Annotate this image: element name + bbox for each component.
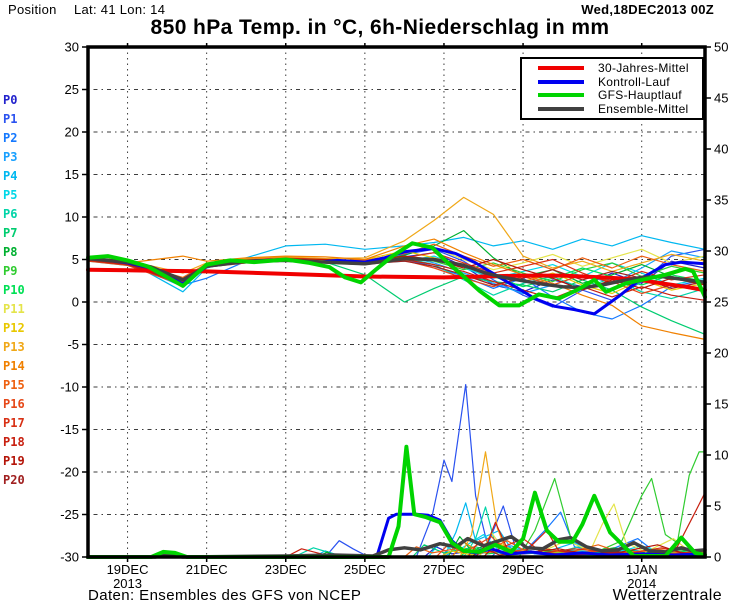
member-label-P6: P6	[3, 207, 18, 221]
legend-item-0: 30-Jahres-Mittel	[522, 60, 702, 75]
y-right-tick-label: 40	[714, 142, 728, 157]
y-right-tick-label: 50	[714, 40, 728, 55]
member-label-P5: P5	[3, 188, 18, 202]
precip-member-P13-line	[87, 451, 706, 558]
member-label-P17: P17	[3, 416, 25, 430]
position-coords: Lat: 41 Lon: 14	[74, 2, 166, 17]
member-label-P11: P11	[3, 302, 25, 316]
legend-line-swatch	[538, 107, 584, 112]
run-datetime: Wed,18DEC2013 00Z	[581, 2, 714, 17]
legend-label: GFS-Hauptlauf	[598, 88, 682, 103]
chart-title: 850 hPa Temp. in °C, 6h-Niederschlag in …	[150, 16, 610, 39]
chart-legend: 30-Jahres-Mittel Kontroll-Lauf GFS-Hauptla…	[520, 57, 704, 120]
x-tick-label: 29DEC	[502, 562, 544, 577]
y-left-tick-label: 5	[72, 252, 79, 267]
member-label-P9: P9	[3, 264, 18, 278]
y-left-tick-label: 30	[65, 40, 79, 55]
precip-member-P11-line	[87, 503, 706, 558]
brand-text: Wetterzentrale	[612, 587, 722, 604]
y-left-tick-label: -20	[60, 465, 79, 480]
legend-item-2: GFS-Hauptlauf	[522, 88, 702, 103]
axes: -30 -25 -20 -15 -10 -5 0 5 10 15 20 25 30 0 5 10 15 20 25 3…	[60, 40, 728, 592]
x-tick-label: 25DEC	[344, 562, 386, 577]
x-tick-label: 27DEC	[423, 562, 465, 577]
precip-GFS-Hauptlauf-line	[86, 444, 707, 559]
y-left-tick-label: 0	[72, 295, 79, 310]
y-right-tick-label: 5	[714, 499, 721, 514]
y-right-tick-label: 25	[714, 295, 728, 310]
temp-member-P14-line	[87, 238, 706, 340]
ensemble-members-list: P0 P1 P2 P3 P4 P5 P6 P7 P8 P9 P10 P11 P12 P13 P14 P15 P1…	[3, 91, 25, 490]
y-right-tick-label: 15	[714, 397, 728, 412]
y-left-tick-label: -30	[60, 550, 79, 565]
member-label-P7: P7	[3, 226, 18, 240]
member-label-P8: P8	[3, 245, 18, 259]
y-left-tick-label: -5	[67, 337, 79, 352]
member-label-P10: P10	[3, 283, 25, 297]
x-tick-label: 1JAN	[626, 562, 658, 577]
x-tick-sublabel: 2013	[113, 576, 142, 591]
precip-member-P9-line	[87, 451, 706, 558]
legend-item-3: Ensemble-Mittel	[522, 102, 702, 117]
member-label-P15: P15	[3, 378, 25, 392]
temp-GFS-Hauptlauf-line	[86, 241, 707, 308]
member-label-P12: P12	[3, 321, 25, 335]
y-left-tick-label: 10	[65, 210, 79, 225]
y-left-tick-label: -10	[60, 380, 79, 395]
member-label-P2: P2	[3, 131, 18, 145]
y-left-tick-label: -15	[60, 422, 79, 437]
y-right-tick-label: 0	[714, 550, 721, 565]
y-right-tick-label: 10	[714, 448, 728, 463]
y-left-tick-label: 20	[65, 125, 79, 140]
legend-label: Kontroll-Lauf	[598, 74, 670, 89]
y-right-tick-label: 30	[714, 244, 728, 259]
member-label-P19: P19	[3, 454, 25, 468]
member-label-P18: P18	[3, 435, 25, 449]
legend-line-swatch	[538, 79, 584, 84]
legend-label: 30-Jahres-Mittel	[598, 60, 689, 75]
legend-item-1: Kontroll-Lauf	[522, 74, 702, 89]
legend-label: Ensemble-Mittel	[598, 102, 689, 117]
y-left-tick-label: -25	[60, 507, 79, 522]
member-label-P16: P16	[3, 397, 25, 411]
y-right-tick-label: 45	[714, 91, 728, 106]
y-right-tick-label: 20	[714, 346, 728, 361]
position-label: Position	[8, 2, 57, 17]
data-source-text: Daten: Ensembles des GFS von NCEP	[88, 587, 362, 604]
member-label-P1: P1	[3, 112, 18, 126]
x-tick-sublabel: 2014	[627, 576, 656, 591]
x-tick-label: 21DEC	[186, 562, 228, 577]
temperature-series	[86, 196, 707, 340]
member-label-P14: P14	[3, 359, 25, 373]
member-label-P13: P13	[3, 340, 25, 354]
x-tick-label: 19DEC	[107, 562, 149, 577]
y-left-tick-label: 15	[65, 167, 79, 182]
member-label-P3: P3	[3, 150, 18, 164]
member-label-P4: P4	[3, 169, 18, 183]
member-label-P0: P0	[3, 93, 18, 107]
legend-line-swatch	[538, 65, 584, 70]
precipitation-series	[86, 384, 707, 559]
y-left-tick-label: 25	[65, 82, 79, 97]
legend-line-swatch	[538, 93, 584, 98]
member-label-P20: P20	[3, 473, 25, 487]
y-right-tick-label: 35	[714, 193, 728, 208]
x-tick-label: 23DEC	[265, 562, 307, 577]
